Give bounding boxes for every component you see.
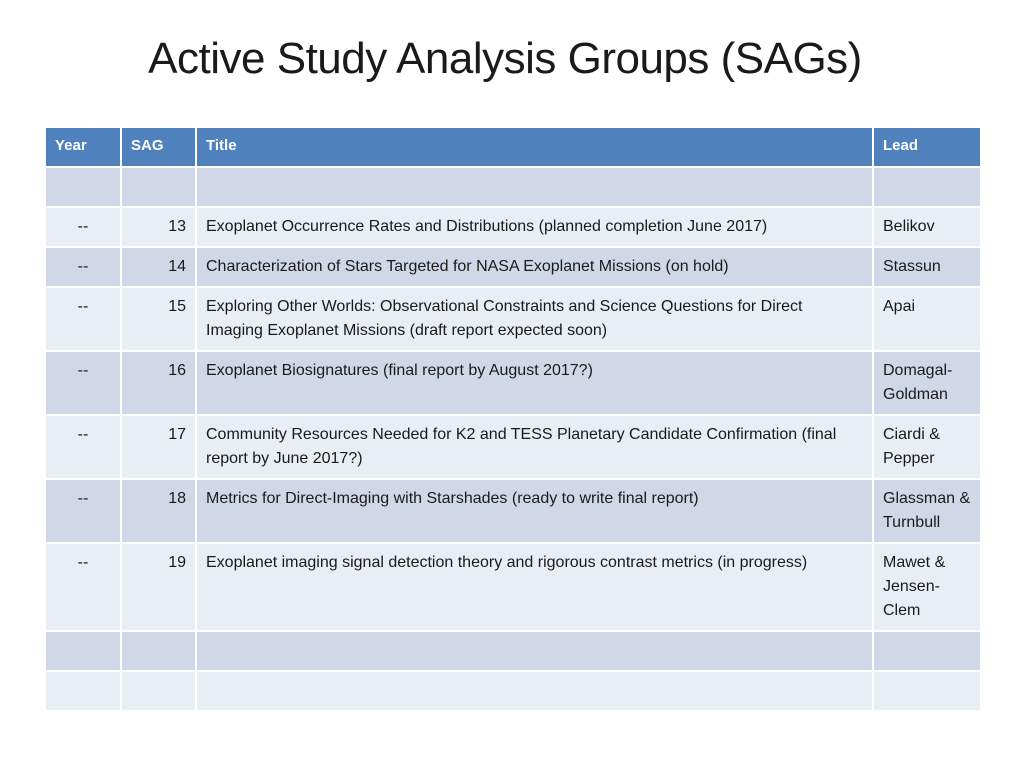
- sag-number-cell: 15: [120, 286, 197, 352]
- column-header-lead: Lead: [872, 126, 982, 168]
- title-cell: Exoplanet imaging signal detection theor…: [195, 542, 874, 632]
- year-cell: --: [44, 478, 122, 544]
- sag-number-cell: 19: [120, 542, 197, 632]
- title-cell: Exoplanet Biosignatures (final report by…: [195, 350, 874, 416]
- table-row: -- 13 Exoplanet Occurrence Rates and Dis…: [44, 206, 982, 248]
- sag-number-cell: 18: [120, 478, 197, 544]
- table-row: -- 19 Exoplanet imaging signal detection…: [44, 542, 982, 632]
- table-row: -- 17 Community Resources Needed for K2 …: [44, 414, 982, 480]
- year-cell: --: [44, 246, 122, 288]
- column-header-year: Year: [44, 126, 122, 168]
- year-cell: --: [44, 286, 122, 352]
- year-cell: --: [44, 206, 122, 248]
- title-cell: Metrics for Direct-Imaging with Starshad…: [195, 478, 874, 544]
- sag-number-cell: 13: [120, 206, 197, 248]
- lead-cell: Glassman & Turnbull: [872, 478, 982, 544]
- sag-number-cell: 14: [120, 246, 197, 288]
- sag-number-cell: 17: [120, 414, 197, 480]
- title-cell: [195, 166, 874, 208]
- sag-table: Year SAG Title Lead -- 13 Exoplanet Occu…: [44, 126, 982, 712]
- table-row: -- 15 Exploring Other Worlds: Observatio…: [44, 286, 982, 352]
- sag-number-cell: [120, 630, 197, 672]
- title-cell: [195, 630, 874, 672]
- title-cell: Characterization of Stars Targeted for N…: [195, 246, 874, 288]
- year-cell: [44, 166, 122, 208]
- table-header-row: Year SAG Title Lead: [44, 126, 982, 168]
- title-cell: Exoplanet Occurrence Rates and Distribut…: [195, 206, 874, 248]
- table-row: [44, 630, 982, 672]
- column-header-title: Title: [195, 126, 874, 168]
- title-cell: Exploring Other Worlds: Observational Co…: [195, 286, 874, 352]
- year-cell: [44, 670, 122, 712]
- lead-cell: Stassun: [872, 246, 982, 288]
- table-row: [44, 670, 982, 712]
- table-row: -- 16 Exoplanet Biosignatures (final rep…: [44, 350, 982, 416]
- year-cell: [44, 630, 122, 672]
- title-cell: Community Resources Needed for K2 and TE…: [195, 414, 874, 480]
- sag-number-cell: [120, 670, 197, 712]
- year-cell: --: [44, 350, 122, 416]
- year-cell: --: [44, 542, 122, 632]
- sag-number-cell: 16: [120, 350, 197, 416]
- slide-title: Active Study Analysis Groups (SAGs): [148, 34, 862, 83]
- lead-cell: Ciardi & Pepper: [872, 414, 982, 480]
- lead-cell: Domagal-Goldman: [872, 350, 982, 416]
- table-row: -- 18 Metrics for Direct-Imaging with St…: [44, 478, 982, 544]
- year-cell: --: [44, 414, 122, 480]
- lead-cell: [872, 670, 982, 712]
- sag-number-cell: [120, 166, 197, 208]
- lead-cell: Belikov: [872, 206, 982, 248]
- title-cell: [195, 670, 874, 712]
- column-header-sag: SAG: [120, 126, 197, 168]
- lead-cell: [872, 166, 982, 208]
- lead-cell: Apai: [872, 286, 982, 352]
- table-row: -- 14 Characterization of Stars Targeted…: [44, 246, 982, 288]
- lead-cell: [872, 630, 982, 672]
- lead-cell: Mawet & Jensen-Clem: [872, 542, 982, 632]
- table-row: [44, 166, 982, 208]
